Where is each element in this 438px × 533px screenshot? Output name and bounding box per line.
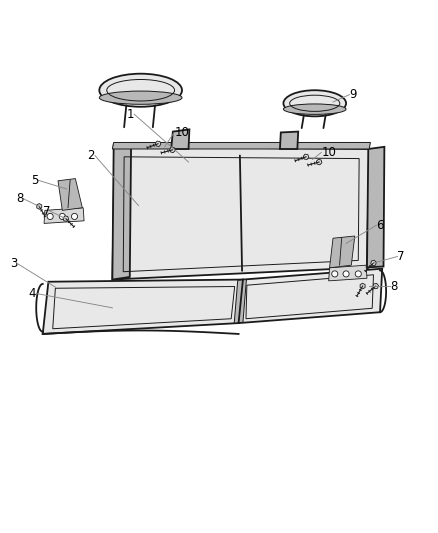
Circle shape (71, 213, 78, 220)
Polygon shape (239, 269, 382, 323)
Polygon shape (303, 154, 309, 159)
Polygon shape (58, 179, 82, 211)
Circle shape (343, 271, 349, 277)
Polygon shape (113, 142, 371, 149)
Text: 7: 7 (42, 205, 50, 217)
Text: 6: 6 (377, 219, 384, 232)
Text: 7: 7 (397, 250, 405, 263)
Text: 10: 10 (321, 146, 336, 159)
Polygon shape (113, 144, 131, 279)
Text: 10: 10 (174, 126, 189, 139)
Text: 9: 9 (350, 88, 357, 101)
Polygon shape (170, 147, 175, 152)
Text: 2: 2 (88, 149, 95, 162)
Circle shape (332, 271, 338, 277)
Polygon shape (44, 208, 84, 223)
Polygon shape (316, 159, 322, 165)
Polygon shape (171, 130, 189, 149)
Polygon shape (371, 260, 376, 266)
Text: 4: 4 (29, 287, 36, 300)
Text: 8: 8 (16, 192, 23, 205)
Polygon shape (329, 236, 355, 268)
Polygon shape (43, 279, 243, 334)
Text: 5: 5 (31, 174, 39, 187)
Circle shape (59, 213, 65, 220)
Ellipse shape (99, 91, 182, 104)
Text: 3: 3 (11, 257, 18, 270)
Ellipse shape (283, 104, 346, 115)
Polygon shape (373, 284, 378, 289)
Polygon shape (328, 265, 367, 281)
Polygon shape (234, 279, 247, 323)
Polygon shape (155, 141, 161, 147)
Circle shape (47, 213, 53, 220)
Ellipse shape (99, 74, 182, 107)
Polygon shape (360, 283, 365, 289)
Text: 8: 8 (390, 280, 397, 293)
Polygon shape (280, 132, 298, 149)
Text: 1: 1 (127, 108, 134, 120)
Polygon shape (113, 147, 369, 279)
Polygon shape (63, 216, 69, 221)
Circle shape (355, 271, 361, 277)
Ellipse shape (283, 90, 346, 116)
Polygon shape (37, 204, 42, 209)
Polygon shape (367, 147, 385, 268)
